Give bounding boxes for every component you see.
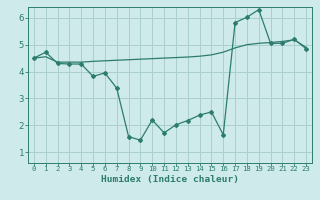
X-axis label: Humidex (Indice chaleur): Humidex (Indice chaleur) <box>101 175 239 184</box>
